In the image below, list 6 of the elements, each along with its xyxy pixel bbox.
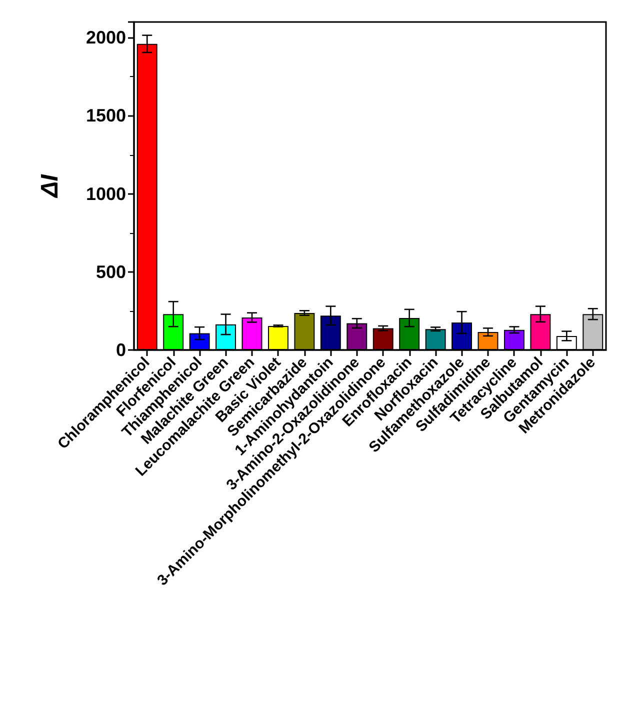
y-tick-label: 2000 bbox=[86, 28, 126, 48]
y-tick-label: 500 bbox=[96, 262, 126, 282]
y-tick-label: 0 bbox=[116, 340, 126, 360]
y-axis-title: ΔI bbox=[36, 173, 64, 198]
y-tick-label: 1000 bbox=[86, 184, 126, 204]
y-tick-label: 1500 bbox=[86, 106, 126, 126]
